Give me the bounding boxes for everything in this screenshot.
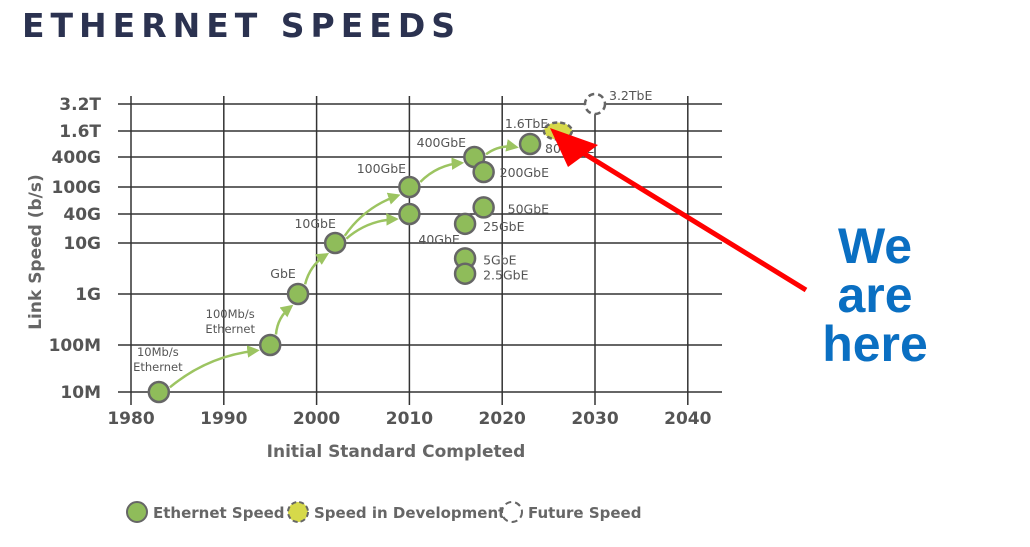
legend-label: Speed in Development — [314, 504, 505, 522]
data-label: 5GbE — [483, 252, 517, 267]
data-label: 10Mb/s Ethernet — [133, 345, 183, 374]
data-label: 3.2TbE — [609, 88, 652, 103]
y-tick-label: 100M — [49, 336, 101, 356]
y-tick-label: 400G — [52, 148, 101, 168]
y-tick-label: 1G — [75, 285, 101, 305]
progression-arrow — [169, 345, 260, 389]
data-label: 100Mb/s Ethernet — [205, 307, 255, 336]
legend-label: Future Speed — [528, 504, 641, 522]
data-label: GbE — [270, 266, 296, 281]
progression-arrow — [303, 253, 330, 285]
callout-line: here — [822, 316, 928, 372]
callout-arrow-head — [550, 128, 598, 167]
progression-arrow — [419, 157, 465, 183]
x-tick-label: 2010 — [386, 409, 433, 429]
legend-swatch-future-speed — [501, 501, 523, 523]
data-label: 10GbE — [294, 216, 336, 231]
legend-label: Ethernet Speed — [153, 504, 285, 522]
y-axis-label: Link Speed (b/s) — [26, 174, 46, 330]
data-label: 50GbE — [508, 201, 550, 216]
data-point-ethernet-speed — [453, 262, 477, 285]
data-point-ethernet-speed — [258, 333, 282, 357]
y-tick-label: 10G — [63, 234, 101, 254]
data-point-ethernet-speed — [323, 231, 347, 255]
x-axis-label: Initial Standard Completed — [267, 442, 526, 462]
y-tick-label: 10M — [60, 383, 101, 403]
callout-line: are — [837, 267, 913, 323]
data-label: 25GbE — [483, 219, 525, 234]
legend-swatch-speed-in-development — [287, 501, 309, 523]
data-point-ethernet-speed — [286, 282, 310, 306]
legend-swatch-ethernet-speed — [126, 501, 148, 523]
data-point-ethernet-speed — [472, 196, 495, 219]
progression-arrow — [345, 213, 399, 240]
x-tick-label: 2020 — [479, 409, 526, 429]
data-label: 100GbE — [357, 161, 406, 176]
data-point-ethernet-speed — [518, 132, 542, 156]
progression-arrow — [485, 139, 519, 156]
progression-arrow — [343, 192, 401, 237]
data-label: 1.6TbE — [505, 116, 548, 131]
we-are-here-callout: We are here — [790, 218, 960, 372]
page-title: ETHERNET SPEEDS — [22, 6, 461, 45]
x-tick-label: 1990 — [200, 409, 247, 429]
x-tick-label: 1980 — [107, 409, 154, 429]
y-tick-label: 40G — [63, 205, 101, 225]
data-point-ethernet-speed — [453, 212, 477, 236]
data-label: 200GbE — [500, 165, 549, 180]
data-label: 40GbE — [418, 232, 460, 247]
x-tick-label: 2040 — [664, 409, 711, 429]
y-tick-label: 100G — [52, 178, 101, 198]
data-point-ethernet-speed — [398, 175, 421, 199]
data-point-ethernet-speed — [147, 380, 171, 404]
data-point-ethernet-speed — [398, 202, 421, 226]
callout-line: We — [837, 218, 913, 274]
progression-arrow — [274, 304, 294, 335]
data-label: 400GbE — [417, 135, 466, 150]
data-point-ethernet-speed — [472, 160, 495, 184]
data-point-future-speed — [583, 92, 607, 116]
x-tick-label: 2000 — [293, 409, 340, 429]
x-tick-label: 2030 — [571, 409, 618, 429]
y-tick-label: 1.6T — [59, 122, 101, 142]
y-tick-label: 3.2T — [59, 95, 101, 115]
data-label: 2.5GbE — [483, 268, 528, 283]
callout-arrow-shaft — [573, 145, 808, 293]
